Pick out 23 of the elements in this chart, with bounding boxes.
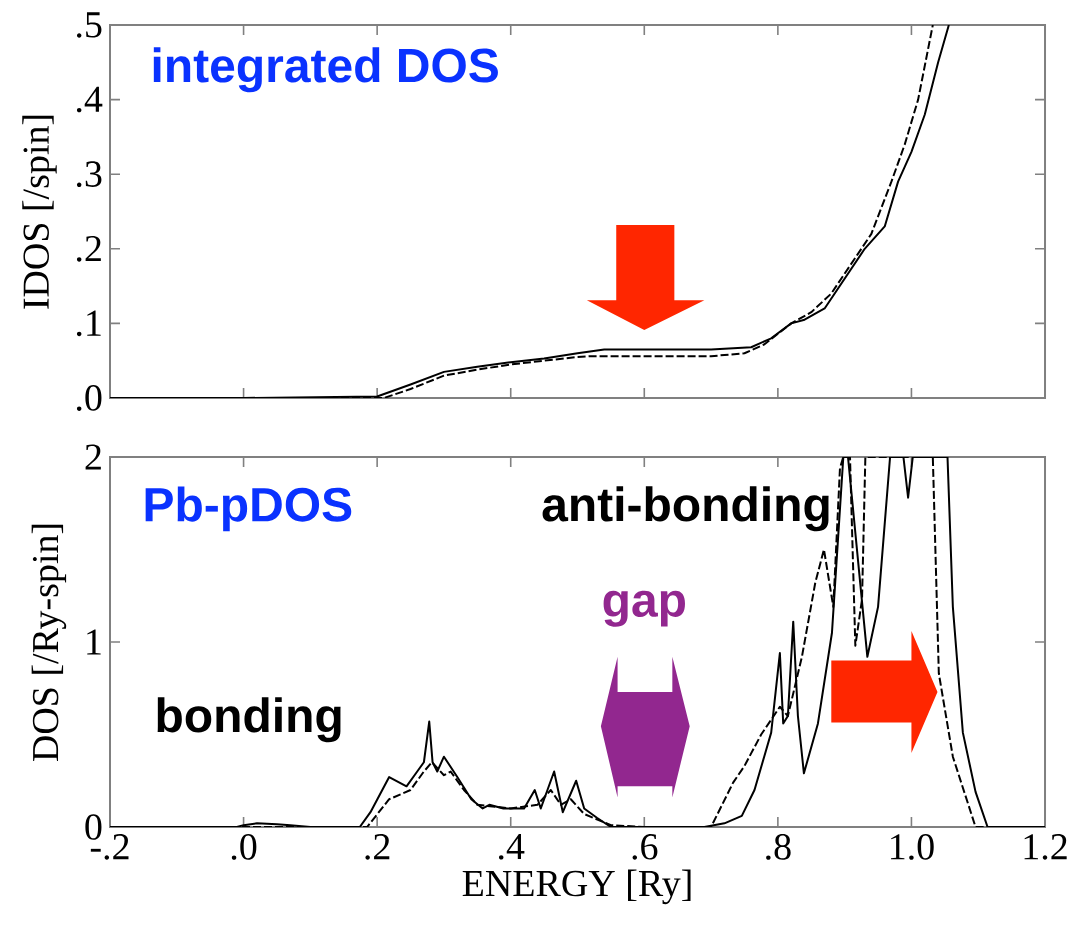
y-tick-label: .0: [76, 385, 102, 411]
annotation: bonding: [157, 697, 341, 743]
annotation: gap: [603, 590, 685, 627]
annotation: Pb-pDOS: [145, 486, 352, 532]
annotation: anti-bonding: [542, 486, 829, 532]
x-tick-label: 1.0: [891, 834, 934, 860]
y-tick-label: .2: [76, 235, 101, 262]
y-axis-title: DOS [/Ry-spin]: [31, 524, 67, 762]
y-axis-title: IDOS [/spin]: [22, 115, 57, 309]
y-tick-label: .4: [76, 86, 103, 113]
x-tick-label: .6: [632, 834, 658, 860]
x-tick-label: .8: [766, 834, 791, 860]
annotation: integrated DOS: [153, 47, 498, 93]
y-tick-label: .1: [76, 310, 101, 337]
x-tick-label: .0: [231, 834, 257, 860]
y-tick-label: 2: [85, 444, 101, 470]
x-axis-title: ENERGY [Ry]: [462, 869, 691, 905]
y-tick-label: .3: [76, 161, 102, 188]
x-tick-label: .2: [365, 834, 390, 860]
x-tick-label: .4: [498, 834, 525, 860]
x-tick-label: 1.2: [1024, 834, 1067, 860]
y-tick-label: 1: [87, 629, 101, 655]
y-tick-label: .5: [76, 12, 102, 38]
